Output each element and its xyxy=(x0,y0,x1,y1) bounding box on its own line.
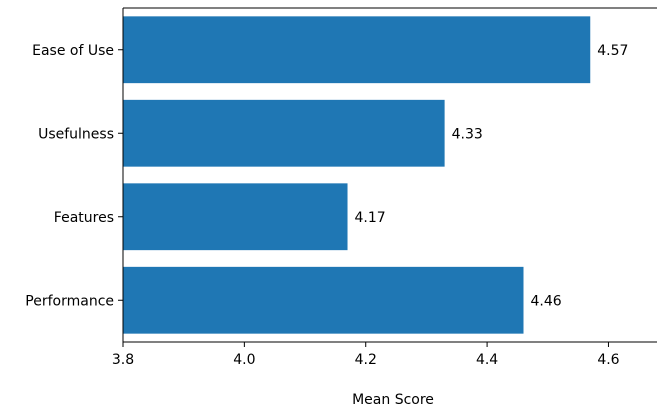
y-tick-label: Usefulness xyxy=(38,126,114,142)
y-tick-label: Ease of Use xyxy=(32,43,114,59)
x-tick-label: 4.0 xyxy=(233,352,255,368)
x-tick-label: 3.8 xyxy=(112,352,134,368)
x-tick-label: 4.6 xyxy=(597,352,619,368)
x-tick-label: 4.4 xyxy=(476,352,498,368)
axes-layer: Ease of Use Usefulness Features Performance… xyxy=(25,7,657,368)
bar-features xyxy=(123,183,348,251)
bars-layer: 4.57 4.33 4.17 4.46 xyxy=(123,16,628,334)
bar-usefulness xyxy=(123,99,445,167)
x-axis-title: Mean Score xyxy=(352,392,434,408)
bar-performance xyxy=(123,266,524,334)
y-tick-label: Features xyxy=(54,210,114,226)
bar-value-label: 4.57 xyxy=(597,43,628,59)
bar-ease-of-use xyxy=(123,16,591,84)
x-tick-label: 4.2 xyxy=(355,352,377,368)
bar-value-label: 4.33 xyxy=(452,126,483,142)
bar-value-label: 4.17 xyxy=(355,210,386,226)
bar-value-label: 4.46 xyxy=(531,293,562,309)
y-tick-label: Performance xyxy=(25,293,114,309)
